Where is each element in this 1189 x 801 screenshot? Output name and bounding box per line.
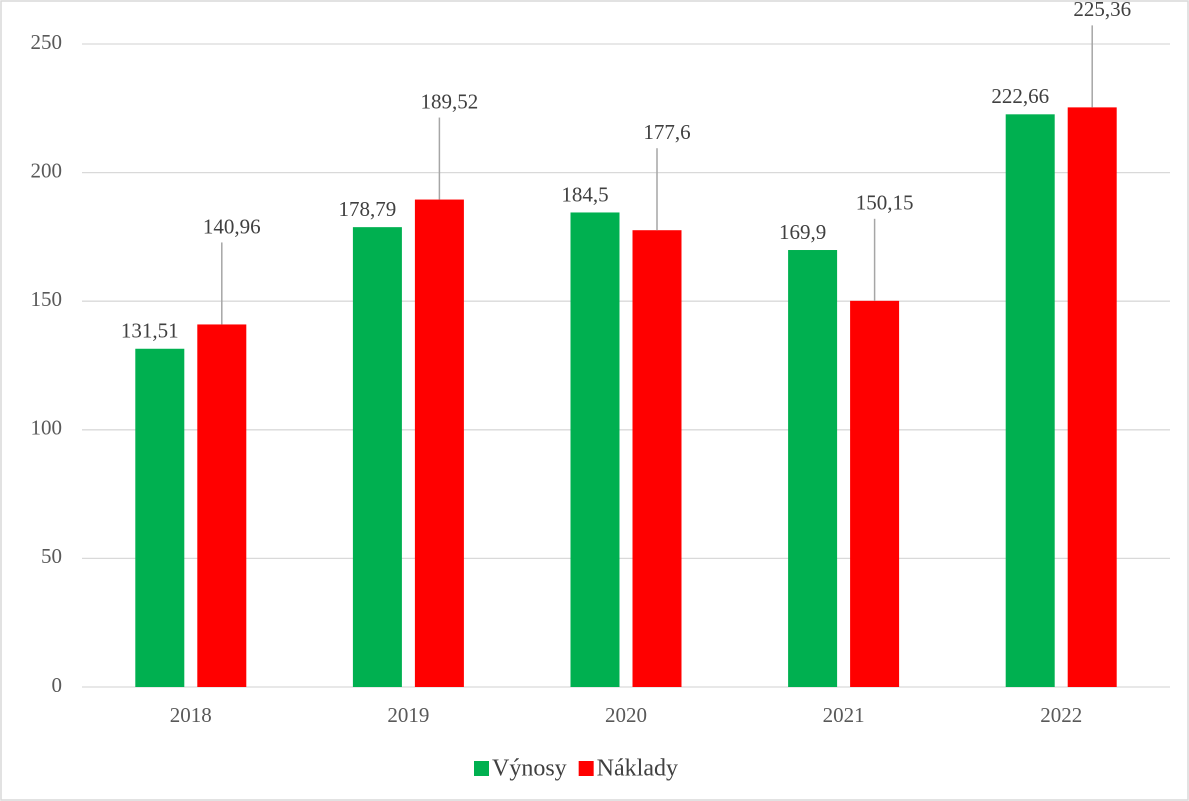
bar — [352, 227, 402, 688]
bar — [414, 199, 464, 687]
data-label: 150,15 — [856, 191, 914, 215]
bar — [135, 348, 185, 687]
x-tick-label: 2020 — [605, 703, 647, 727]
bar — [570, 212, 620, 687]
x-tick-label: 2021 — [823, 703, 865, 727]
x-tick-label: 2019 — [387, 703, 429, 727]
bar — [1005, 114, 1055, 687]
y-tick-label: 50 — [41, 544, 62, 568]
data-label: 131,51 — [121, 319, 179, 343]
bar — [197, 324, 247, 687]
y-tick-label: 250 — [31, 30, 63, 54]
bar — [788, 250, 838, 687]
data-label: 184,5 — [561, 182, 608, 206]
legend-label: Výnosy — [492, 756, 567, 782]
y-tick-label: 0 — [52, 673, 63, 697]
legend-label: Náklady — [597, 756, 678, 782]
bar — [632, 230, 682, 687]
y-tick-label: 100 — [31, 416, 63, 440]
x-tick-label: 2018 — [170, 703, 212, 727]
data-label: 189,52 — [421, 89, 479, 113]
data-label: 169,9 — [779, 220, 826, 244]
data-label: 178,79 — [339, 197, 397, 221]
legend-swatch — [474, 761, 489, 776]
data-label: 222,66 — [991, 84, 1049, 108]
x-tick-label: 2022 — [1040, 703, 1082, 727]
legend-swatch — [578, 761, 594, 776]
y-tick-label: 150 — [31, 287, 63, 311]
y-tick-label: 200 — [31, 158, 63, 182]
data-label: 225,36 — [1073, 0, 1131, 21]
bar — [1067, 107, 1117, 687]
data-label: 140,96 — [203, 214, 261, 238]
data-label: 177,6 — [643, 120, 690, 144]
bar — [850, 300, 900, 687]
